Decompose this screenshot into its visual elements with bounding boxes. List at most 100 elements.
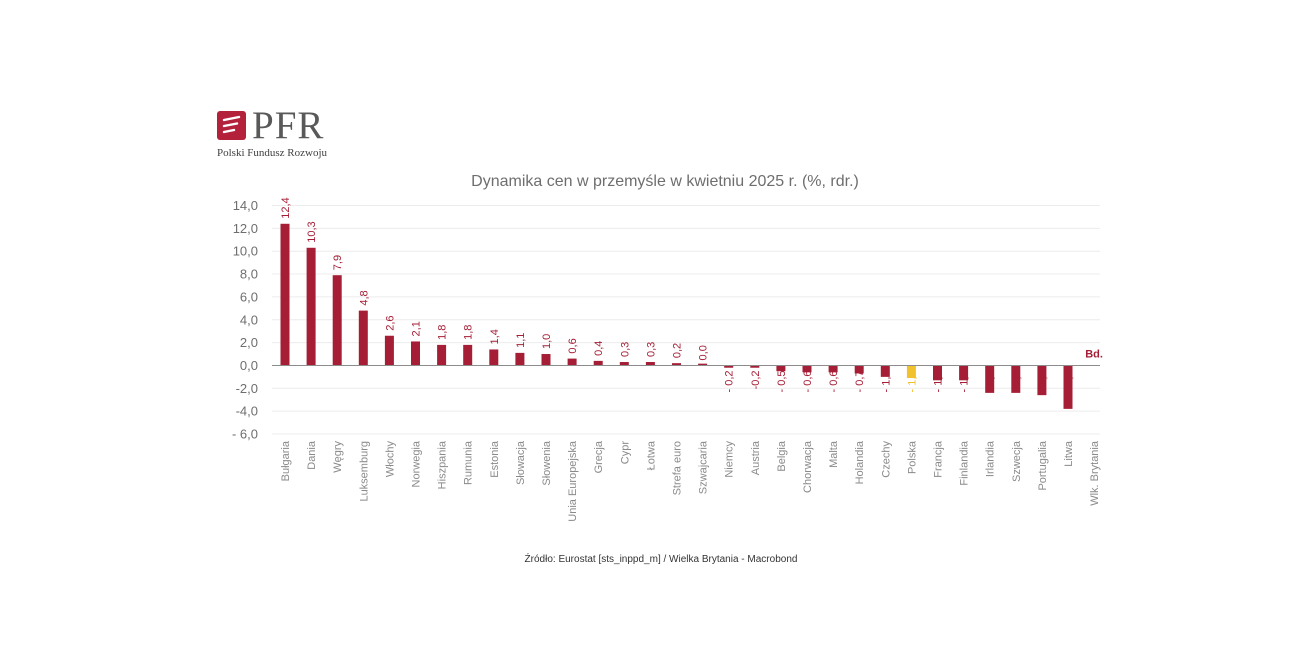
data-label: 0,6 xyxy=(567,338,579,353)
bar xyxy=(541,354,551,366)
bar xyxy=(906,365,916,379)
x-tick-label: Wlk. Brytania xyxy=(1089,440,1101,506)
data-label: 1,1 xyxy=(515,333,527,348)
bar xyxy=(515,352,525,366)
grid-lines xyxy=(272,205,1100,435)
data-label: - 0,2 xyxy=(724,370,736,392)
bars xyxy=(280,223,1073,409)
data-label: 0,4 xyxy=(593,341,605,356)
y-tick-label: 12,0 xyxy=(233,221,258,236)
bar xyxy=(1063,365,1073,409)
data-label: 10,3 xyxy=(306,221,318,242)
x-tick-label: Portugalia xyxy=(1037,440,1049,490)
data-label: - 1,3 xyxy=(933,370,945,392)
bar xyxy=(567,358,577,366)
logo-wordmark: PFR xyxy=(252,104,325,147)
data-label: - 2,6 xyxy=(1037,370,1049,392)
data-label: 1,8 xyxy=(463,325,475,340)
x-tick-label: Rumunia xyxy=(463,440,475,485)
x-tick-label: Słowacja xyxy=(515,440,527,485)
bar xyxy=(1011,365,1021,393)
x-tick-label: Dania xyxy=(306,440,318,470)
x-tick-label: Włochy xyxy=(384,441,396,478)
x-tick-label: Belgia xyxy=(776,440,788,471)
data-label: - 0,6 xyxy=(802,370,814,392)
x-tick-label: Finlandia xyxy=(959,440,971,486)
x-tick-label: Szwecja xyxy=(1011,440,1023,482)
data-label: 2,6 xyxy=(384,315,396,330)
x-tick-label: Niemcy xyxy=(724,441,736,478)
x-tick-label: Norwegia xyxy=(411,440,423,487)
x-tick-label: Estonia xyxy=(489,440,501,478)
bar xyxy=(645,362,655,366)
bar xyxy=(384,335,394,366)
x-tick-label: Polska xyxy=(906,440,918,474)
bar xyxy=(358,310,368,366)
y-tick-label: 14,0 xyxy=(233,198,258,213)
data-label: 0,3 xyxy=(619,342,631,357)
data-label: 0,3 xyxy=(645,342,657,357)
data-label: 12,4 xyxy=(280,197,292,218)
bar xyxy=(437,344,447,366)
bar xyxy=(672,363,681,366)
data-label: - 1,1 xyxy=(906,370,918,392)
logo-subtitle: Polski Fundusz Rozwoju xyxy=(217,147,328,159)
x-tick-label: Szwajcaria xyxy=(698,440,710,494)
x-tick-label: Luksemburg xyxy=(358,441,370,502)
x-tick-label: Litwa xyxy=(1063,440,1075,467)
y-tick-label: -4,0 xyxy=(236,404,258,419)
x-tick-label: Chorwacja xyxy=(802,440,814,493)
data-label: 7,9 xyxy=(332,255,344,270)
x-tick-label: Bułgaria xyxy=(280,440,292,481)
data-label: 1,0 xyxy=(541,334,553,349)
data-label: 1,8 xyxy=(437,325,449,340)
bar xyxy=(802,365,812,373)
x-tick-label: Cypr xyxy=(619,441,631,465)
x-tick-label: Francja xyxy=(933,440,945,478)
bar xyxy=(698,363,708,366)
bar xyxy=(828,365,838,373)
x-tick-label: Unia Europejska xyxy=(567,440,579,522)
x-tick-label: Irlandia xyxy=(985,440,997,477)
pfr-logo-icon xyxy=(217,111,246,140)
data-label: - 2,4 xyxy=(1011,370,1023,392)
x-tick-label: Hiszpania xyxy=(437,440,449,489)
x-tick-label: Słowenia xyxy=(541,440,553,486)
bar xyxy=(489,349,499,366)
y-tick-label: 10,0 xyxy=(233,244,258,259)
bar xyxy=(306,247,316,366)
x-tick-label: Strefa euro xyxy=(672,441,684,495)
y-tick-label: 0,0 xyxy=(240,358,258,373)
bar xyxy=(880,365,890,377)
bar xyxy=(280,223,290,366)
data-label: 1,4 xyxy=(489,329,501,344)
data-label: - 0,5 xyxy=(776,370,788,392)
chart-title: Dynamika cen w przemyśle w kwietniu 2025… xyxy=(471,173,859,190)
y-tick-label: 4,0 xyxy=(240,312,258,327)
x-tick-label: Malta xyxy=(828,440,840,468)
bar xyxy=(959,365,969,381)
bar xyxy=(463,344,473,366)
y-tick-label: -2,0 xyxy=(236,381,258,396)
data-label: -0,2 xyxy=(750,370,762,389)
y-axis: 14,0 12,0 10,0 8,0 6,0 4,0 2,0 0,0 -2,0 -4,0 - 6,0 xyxy=(232,198,258,442)
bar xyxy=(593,360,603,366)
y-tick-label: 6,0 xyxy=(240,289,258,304)
x-tick-label: Grecja xyxy=(593,440,605,473)
bar xyxy=(411,341,420,366)
data-label: 0,2 xyxy=(672,343,684,358)
bar xyxy=(750,365,760,368)
bar xyxy=(985,365,995,393)
data-label: 0,0 xyxy=(698,345,710,360)
x-axis: Bułgaria Dania Węgry Luksemburg Włochy Norweg… xyxy=(280,440,1101,522)
x-tick-label: Holandia xyxy=(854,440,866,484)
y-tick-label: 8,0 xyxy=(240,267,258,282)
data-label: Bd. xyxy=(1085,348,1103,360)
data-label: 4,8 xyxy=(358,290,370,305)
bar xyxy=(332,275,342,366)
source-note: Źródło: Eurostat [sts_inppd_m] / Wielka … xyxy=(525,552,798,565)
x-tick-label: Węgry xyxy=(332,441,344,473)
bar xyxy=(1037,365,1047,396)
x-tick-label: Czechy xyxy=(880,441,892,478)
